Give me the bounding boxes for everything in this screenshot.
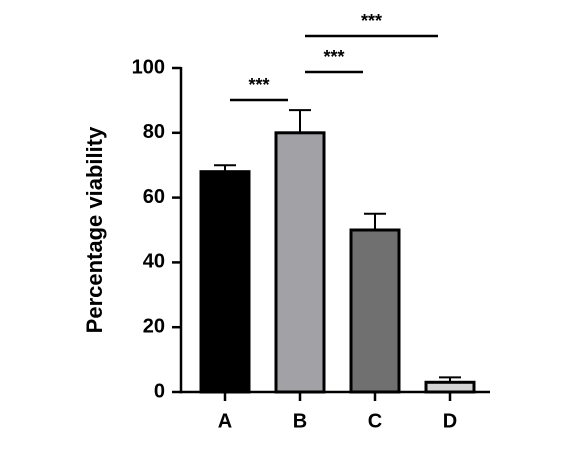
bar (349, 228, 401, 394)
y-tick-label: 40 (143, 251, 165, 273)
x-tick-label: A (218, 410, 232, 432)
bar (274, 131, 326, 394)
x-tick-label: C (368, 410, 382, 432)
y-tick-label: 100 (132, 56, 165, 78)
significance-label: *** (323, 47, 344, 67)
y-axis-label: Percentage viability (82, 126, 107, 333)
x-tick-label: D (443, 410, 457, 432)
y-tick-label: 0 (154, 380, 165, 402)
y-tick-label: 20 (143, 315, 165, 337)
bar (199, 170, 251, 394)
bar (424, 380, 476, 394)
significance-label: *** (248, 75, 269, 95)
y-tick-label: 80 (143, 121, 165, 143)
significance-label: *** (361, 11, 382, 31)
y-tick-label: 60 (143, 186, 165, 208)
x-tick-label: B (293, 410, 307, 432)
